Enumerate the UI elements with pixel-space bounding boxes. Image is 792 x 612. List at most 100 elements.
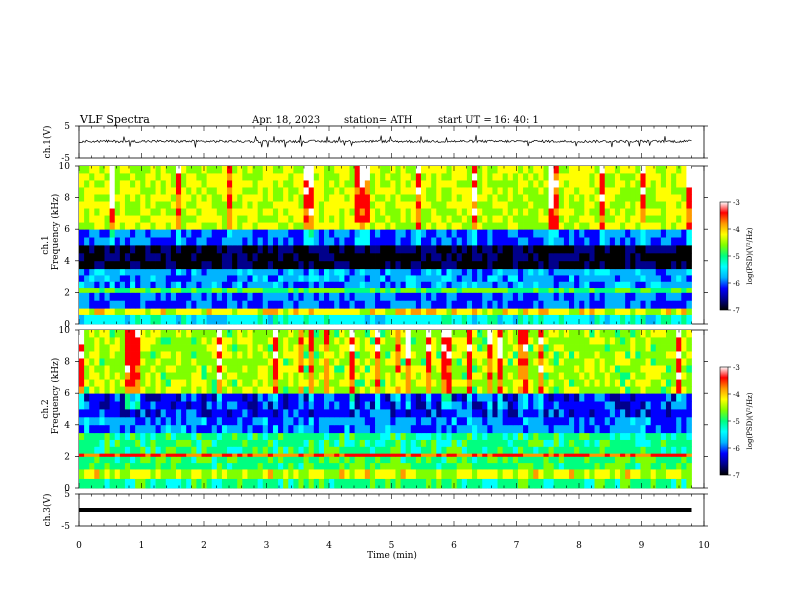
- spectrogram-cell: [155, 351, 162, 359]
- spectrogram-cell: [288, 173, 294, 181]
- spectrogram-cell: [155, 379, 162, 387]
- spectrogram-cell: [523, 314, 529, 325]
- spectrogram-cell: [293, 300, 299, 309]
- spectrogram-cell: [533, 462, 539, 470]
- spectrogram-cell: [563, 222, 570, 230]
- spectrogram-cell: [477, 424, 483, 434]
- spectrogram-cell: [227, 453, 233, 457]
- spectrogram-cell: [298, 365, 304, 373]
- spectrogram-cell: [130, 351, 136, 359]
- spectrogram-cell: [186, 275, 192, 282]
- spectrogram-cell: [221, 308, 228, 315]
- spectrogram-cell: [140, 275, 146, 282]
- spectrogram-cell: [533, 469, 539, 479]
- spectrogram-cell: [155, 358, 162, 366]
- spectrogram-cell: [400, 222, 407, 230]
- spectrogram-cell: [635, 252, 641, 262]
- spectrogram-cell: [482, 208, 488, 216]
- spectrogram-cell: [563, 229, 570, 238]
- spectrogram-cell: [303, 365, 310, 373]
- spectrogram-cell: [354, 194, 361, 202]
- spectrogram-cell: [89, 453, 95, 457]
- spectrogram-cell: [308, 314, 315, 325]
- spectrogram-cell: [216, 260, 223, 270]
- spectrogram-cell: [528, 314, 534, 325]
- spectrogram-cell: [461, 260, 468, 270]
- spectrogram-cell: [278, 229, 284, 238]
- spectrogram-cell: [548, 260, 555, 270]
- spectrogram-cell: [665, 416, 672, 426]
- spectrogram-cell: [119, 453, 126, 457]
- spectrogram-cell: [89, 372, 95, 380]
- spectrogram-cell: [635, 424, 641, 434]
- spectrogram-cell: [380, 453, 386, 457]
- spectrogram-cell: [497, 409, 504, 418]
- spectrogram-cell: [446, 300, 452, 309]
- spectrogram-cell: [676, 456, 682, 464]
- spectrogram-cell: [548, 424, 555, 434]
- spectrogram-cell: [574, 308, 580, 315]
- spectrogram-cell: [375, 260, 381, 270]
- spectrogram-cell: [318, 252, 325, 262]
- spectrogram-cell: [359, 194, 366, 202]
- spectrogram-cell: [579, 439, 585, 447]
- spectrogram-cell: [135, 229, 141, 238]
- spectrogram-cell: [594, 300, 601, 309]
- spectrogram-cell: [461, 229, 468, 238]
- spectrogram-cell: [492, 237, 498, 246]
- spectrogram-cell: [671, 287, 677, 293]
- spectrogram-cell: [257, 308, 264, 315]
- spectrogram-cell: [267, 351, 274, 359]
- spectrogram-cell: [242, 292, 248, 301]
- spectrogram-cell: [267, 416, 274, 426]
- spectrogram-cell: [201, 453, 207, 457]
- spectrogram-cell: [436, 237, 442, 246]
- spectrogram-cell: [512, 275, 519, 282]
- spectrogram-cell: [334, 432, 340, 440]
- spectrogram-cell: [579, 314, 585, 325]
- spectrogram-cell: [267, 245, 274, 254]
- spectrogram-cell: [175, 446, 182, 454]
- spectrogram-cell: [324, 351, 330, 359]
- spectrogram-cell: [155, 173, 162, 181]
- spectrogram-cell: [211, 281, 218, 289]
- spectrogram-cell: [436, 393, 442, 402]
- spectrogram-cell: [630, 252, 636, 262]
- spectrogram-cell: [466, 453, 473, 457]
- spectrogram-cell: [257, 386, 264, 394]
- spectrogram-cell: [278, 201, 284, 209]
- spectrogram-cell: [375, 453, 381, 457]
- spectrogram-cell: [420, 365, 427, 373]
- spectrogram-cell: [625, 446, 631, 454]
- spectrogram-cell: [640, 194, 646, 202]
- spectrogram-cell: [594, 281, 601, 289]
- spectrogram-cell: [482, 287, 488, 293]
- spectrogram-cell: [89, 275, 95, 282]
- spectrogram-cell: [385, 456, 391, 464]
- spectrogram-cell: [293, 358, 299, 366]
- spectrogram-cell: [221, 194, 228, 202]
- spectrogram-cell: [329, 308, 335, 315]
- spectrogram-cell: [313, 478, 320, 489]
- spectrogram-cell: [482, 300, 488, 309]
- spectrogram-cell: [359, 215, 366, 223]
- spectrogram-cell: [604, 173, 611, 181]
- spectrogram-cell: [492, 166, 498, 174]
- spectrogram-cell: [329, 187, 335, 195]
- spectrogram-cell: [380, 372, 386, 380]
- spectrogram-cell: [528, 393, 534, 402]
- spectrogram-cell: [175, 386, 182, 394]
- spectrogram-cell: [257, 300, 264, 309]
- spectrogram-cell: [247, 194, 253, 202]
- spectrogram-cell: [380, 416, 386, 426]
- spectrogram-cell: [512, 379, 519, 387]
- spectrogram-cell: [620, 386, 626, 394]
- spectrogram-cell: [232, 432, 238, 440]
- spectrogram-cell: [594, 201, 601, 209]
- spectrogram-cell: [135, 260, 141, 270]
- spectrogram-cell: [426, 245, 432, 254]
- spectrogram-cell: [283, 187, 289, 195]
- spectrogram-cell: [94, 456, 100, 464]
- spectrogram-cell: [181, 194, 187, 202]
- spectrogram-cell: [237, 386, 243, 394]
